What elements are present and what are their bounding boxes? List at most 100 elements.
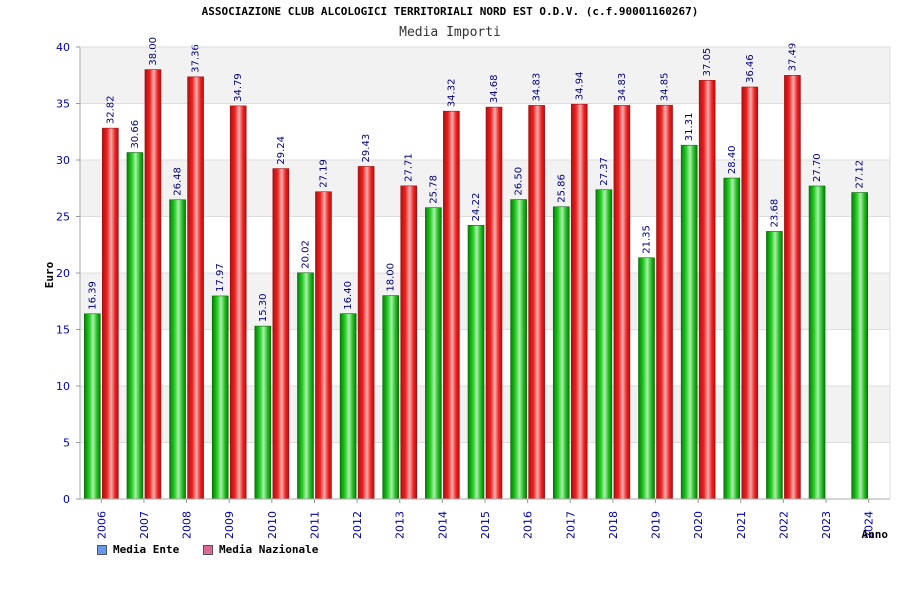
y-tick-label: 40 <box>56 41 70 54</box>
y-tick-label: 10 <box>56 380 70 393</box>
y-tick-label: 15 <box>56 324 70 337</box>
legend-item-media-ente: Media Ente <box>97 543 179 556</box>
bar-media-ente-2015 <box>467 225 485 500</box>
legend-item-media-nazionale: Media Nazionale <box>203 543 318 556</box>
data-label: 38.00 <box>148 37 159 66</box>
data-label: 34.32 <box>446 79 457 108</box>
bar-media-ente-2021 <box>723 177 741 500</box>
axes-group: 0 5 10 15 20 25 30 35 40 2006 2007 2008 2009 2010 2011… <box>56 41 891 539</box>
bar-media-ente-2013 <box>382 295 400 500</box>
data-label: 24.22 <box>471 193 482 222</box>
data-label: 34.85 <box>660 73 671 102</box>
bar-media-ente-2008 <box>169 199 186 500</box>
bar-media-ente-2023 <box>808 185 826 500</box>
x-tick-label: 2017 <box>564 511 577 539</box>
data-label: 16.40 <box>343 281 354 310</box>
data-label: 23.68 <box>769 199 780 228</box>
data-label: 28.40 <box>727 145 738 174</box>
bar-media-ente-2016 <box>510 199 527 500</box>
bar-media-ente-2014 <box>425 207 442 500</box>
y-tick-label: 20 <box>56 267 70 280</box>
data-label: 34.94 <box>574 72 585 101</box>
bar-media-nazionale-2016 <box>528 105 545 500</box>
x-axis-label: Anno <box>862 528 889 541</box>
y-tick-label: 25 <box>56 211 70 224</box>
data-label: 34.68 <box>489 74 500 103</box>
x-tick-label: 2023 <box>820 511 833 539</box>
legend-swatch-media-nazionale <box>203 544 213 555</box>
x-tick-label: 2012 <box>351 511 364 539</box>
bar-media-ente-2017 <box>552 206 570 500</box>
x-tick-label: 2007 <box>138 511 151 539</box>
data-label: 27.19 <box>318 159 329 188</box>
bar-media-ente-2022 <box>766 231 783 500</box>
chart-subtitle: Media Importi <box>399 25 501 40</box>
data-label: 37.36 <box>191 44 202 73</box>
y-tick-label: 0 <box>63 493 70 506</box>
data-label: 37.49 <box>787 43 798 72</box>
x-tick-label: 2013 <box>394 511 407 539</box>
bar-media-ente-2007 <box>126 152 144 500</box>
bar-media-ente-2011 <box>297 272 314 500</box>
bar-media-ente-2010 <box>254 325 272 500</box>
bar-media-ente-2006 <box>84 313 101 500</box>
data-label: 37.05 <box>702 48 713 77</box>
data-label: 26.48 <box>173 167 184 196</box>
bar-media-nazionale-2022 <box>784 75 801 500</box>
x-tick-label: 2021 <box>735 511 748 539</box>
data-label: 36.46 <box>745 54 756 83</box>
bar-media-nazionale-2006 <box>102 127 119 500</box>
x-tick-label: 2009 <box>223 511 236 539</box>
data-label: 16.39 <box>87 281 98 310</box>
bar-media-nazionale-2012 <box>357 166 375 500</box>
x-tick-label: 2015 <box>479 511 492 539</box>
data-label: 29.24 <box>276 136 287 165</box>
data-label: 34.79 <box>233 73 244 102</box>
x-tick-label: 2006 <box>95 511 108 539</box>
data-label: 21.35 <box>642 225 653 254</box>
y-tick-label: 5 <box>63 437 70 450</box>
data-label: 20.02 <box>300 240 311 269</box>
data-label: 29.43 <box>361 134 372 163</box>
bar-media-ente-2012 <box>339 313 357 500</box>
x-tick-label: 2019 <box>650 511 663 539</box>
x-tick-label: 2011 <box>308 511 321 539</box>
bar-media-nazionale-2011 <box>315 191 332 500</box>
y-tick-label: 35 <box>56 98 70 111</box>
data-label: 26.50 <box>514 167 525 196</box>
data-label: 15.30 <box>258 293 269 322</box>
data-labels-group: 16.39 32.82 30.66 38.00 26.48 37.36 17.97 34.79… <box>87 37 865 322</box>
bar-media-nazionale-2014 <box>443 110 460 500</box>
bar-media-ente-2019 <box>638 257 655 500</box>
bar-media-ente-2024 <box>851 192 868 500</box>
data-label: 18.00 <box>386 263 397 292</box>
x-tick-label: 2024 <box>863 511 876 539</box>
x-tick-label: 2010 <box>266 511 279 539</box>
data-label: 30.66 <box>130 120 141 149</box>
data-label: 25.78 <box>428 175 439 204</box>
data-label: 32.82 <box>105 95 116 124</box>
data-label: 27.12 <box>855 160 866 189</box>
data-label: 27.37 <box>599 157 610 186</box>
x-tick-label: 2016 <box>522 511 535 539</box>
bar-media-nazionale-2009 <box>229 105 247 500</box>
bar-media-ente-2018 <box>595 189 613 500</box>
bar-media-ente-2020 <box>680 144 698 500</box>
y-tick-label: 30 <box>56 154 70 167</box>
x-tick-label: 2014 <box>436 511 449 539</box>
legend-label-media-ente: Media Ente <box>113 543 180 556</box>
data-label: 31.31 <box>684 113 695 142</box>
bar-media-nazionale-2017 <box>570 103 588 500</box>
x-tick-label: 2020 <box>692 511 705 539</box>
data-label: 25.86 <box>556 174 567 203</box>
data-label: 27.71 <box>404 153 415 182</box>
bar-media-nazionale-2007 <box>144 69 162 500</box>
data-label: 34.83 <box>617 73 628 102</box>
data-label: 17.97 <box>215 263 226 292</box>
legend-swatch-media-ente <box>97 544 107 555</box>
x-tick-label: 2008 <box>181 511 194 539</box>
data-label: 27.70 <box>812 153 823 182</box>
chart-title: ASSOCIAZIONE CLUB ALCOLOGICI TERRITORIAL… <box>201 5 699 18</box>
bar-media-nazionale-2008 <box>187 76 204 500</box>
